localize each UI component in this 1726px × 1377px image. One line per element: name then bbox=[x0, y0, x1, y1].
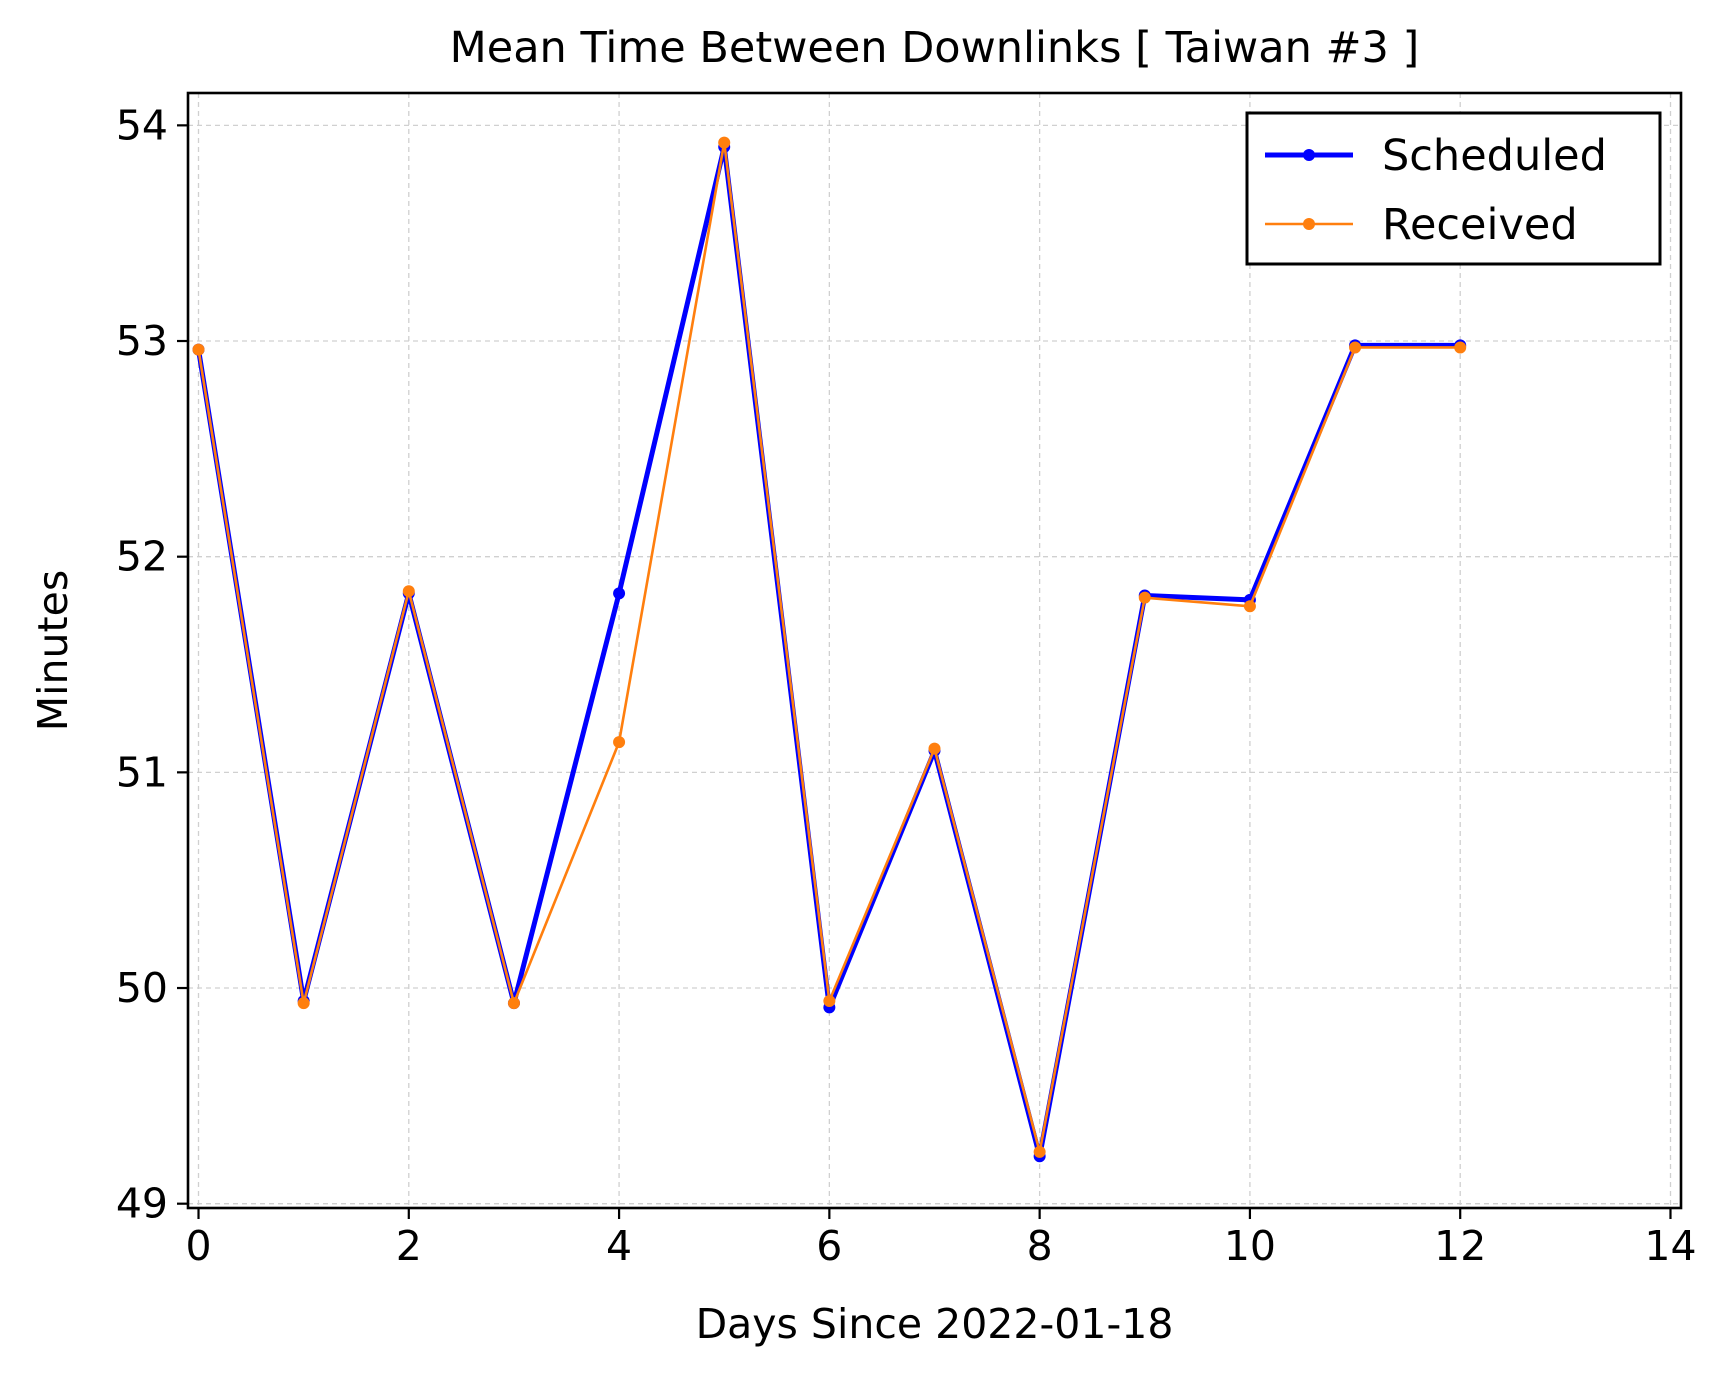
data-point-scheduled bbox=[613, 587, 626, 600]
data-point-received bbox=[402, 585, 415, 598]
data-point-received bbox=[823, 994, 836, 1007]
x-axis-label: Days Since 2022-01-18 bbox=[696, 1300, 1174, 1348]
grid-lines bbox=[188, 93, 1681, 1208]
x-tick-label: 6 bbox=[816, 1222, 842, 1270]
x-tick-label: 12 bbox=[1434, 1222, 1486, 1270]
data-point-received bbox=[928, 742, 941, 755]
data-point-received bbox=[507, 997, 520, 1010]
legend-label-scheduled: Scheduled bbox=[1382, 131, 1607, 181]
x-tick-label: 8 bbox=[1027, 1222, 1053, 1270]
x-tick-label: 2 bbox=[396, 1222, 422, 1270]
data-point-received bbox=[1349, 341, 1362, 354]
y-axis-label: Minutes bbox=[29, 570, 77, 731]
x-tick-label: 4 bbox=[606, 1222, 632, 1270]
data-point-received bbox=[1454, 341, 1467, 354]
y-tick-label: 52 bbox=[116, 533, 168, 581]
x-tick-label: 10 bbox=[1224, 1222, 1276, 1270]
data-point-received bbox=[1243, 600, 1256, 613]
axis-ticks: 0 2 4 6 8 10 12 14 49 50 51 52 53 54 bbox=[116, 101, 1697, 1270]
x-tick-label: 0 bbox=[185, 1222, 211, 1270]
data-point-received bbox=[613, 736, 626, 749]
y-tick-label: 54 bbox=[116, 101, 168, 149]
data-point-received bbox=[718, 136, 731, 149]
chart-title: Mean Time Between Downlinks [ Taiwan #3 … bbox=[450, 23, 1420, 73]
data-point-received bbox=[192, 343, 205, 356]
data-point-received bbox=[1033, 1145, 1046, 1158]
legend-box bbox=[1245, 111, 1662, 266]
y-tick-label: 51 bbox=[116, 748, 168, 796]
y-tick-label: 49 bbox=[116, 1180, 168, 1228]
legend-marker-received bbox=[1303, 218, 1315, 230]
series-lines bbox=[192, 136, 1467, 1163]
x-tick-label: 14 bbox=[1644, 1222, 1696, 1270]
data-point-received bbox=[297, 997, 310, 1010]
y-tick-label: 50 bbox=[116, 964, 168, 1012]
y-tick-label: 53 bbox=[116, 317, 168, 365]
legend: Scheduled Received bbox=[1245, 111, 1662, 266]
legend-marker-scheduled bbox=[1303, 149, 1315, 161]
plot-area-frame bbox=[186, 91, 1683, 1210]
legend-label-received: Received bbox=[1382, 200, 1578, 250]
data-point-received bbox=[1138, 591, 1151, 604]
